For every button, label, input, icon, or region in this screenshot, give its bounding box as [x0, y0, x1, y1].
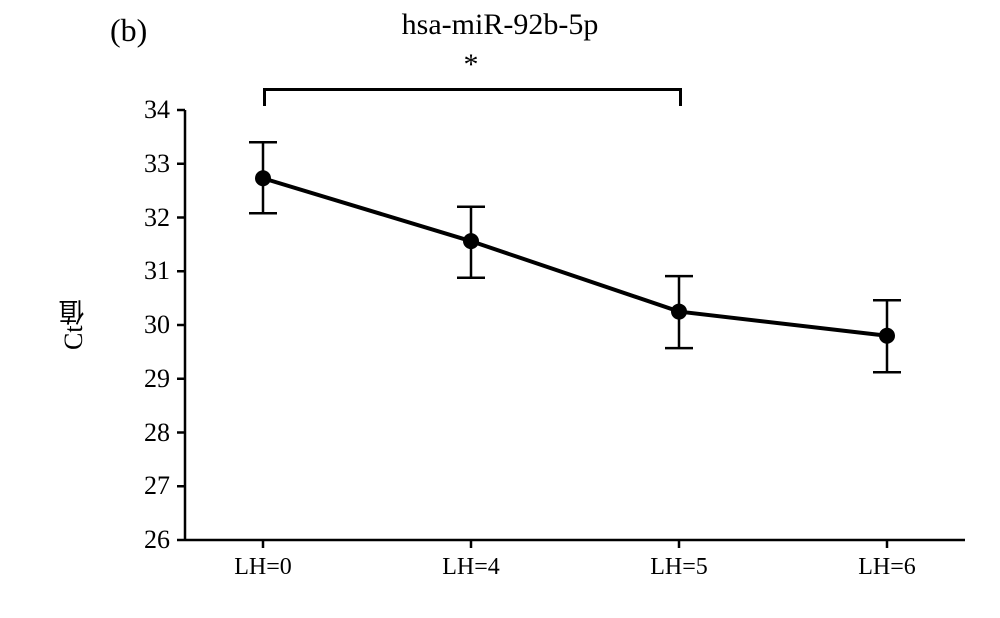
y-tick-label: 30	[125, 310, 170, 340]
x-tick-label: LH=0	[203, 554, 323, 581]
significance-bracket	[263, 88, 682, 91]
x-tick-label: LH=5	[619, 554, 739, 581]
significance-bracket	[679, 88, 682, 106]
y-tick-label: 27	[125, 471, 170, 501]
y-tick-label: 33	[125, 149, 170, 179]
y-tick-label: 31	[125, 256, 170, 286]
y-tick-label: 28	[125, 418, 170, 448]
chart-title: hsa-miR-92b-5p	[0, 8, 1000, 42]
chart-container: (b) hsa-miR-92b-5p * Ct值 262728293031323…	[0, 0, 1000, 618]
y-tick-label: 26	[125, 525, 170, 555]
chart-svg	[185, 110, 965, 540]
x-tick-label: LH=4	[411, 554, 531, 581]
x-tick-label: LH=6	[827, 554, 947, 581]
significance-bracket	[263, 88, 266, 106]
y-tick-label: 34	[125, 95, 170, 125]
y-tick-label: 29	[125, 364, 170, 394]
y-axis-label: Ct值	[55, 285, 92, 365]
y-tick-label: 32	[125, 203, 170, 233]
significance-star: *	[461, 48, 481, 82]
plot-area	[185, 110, 965, 540]
